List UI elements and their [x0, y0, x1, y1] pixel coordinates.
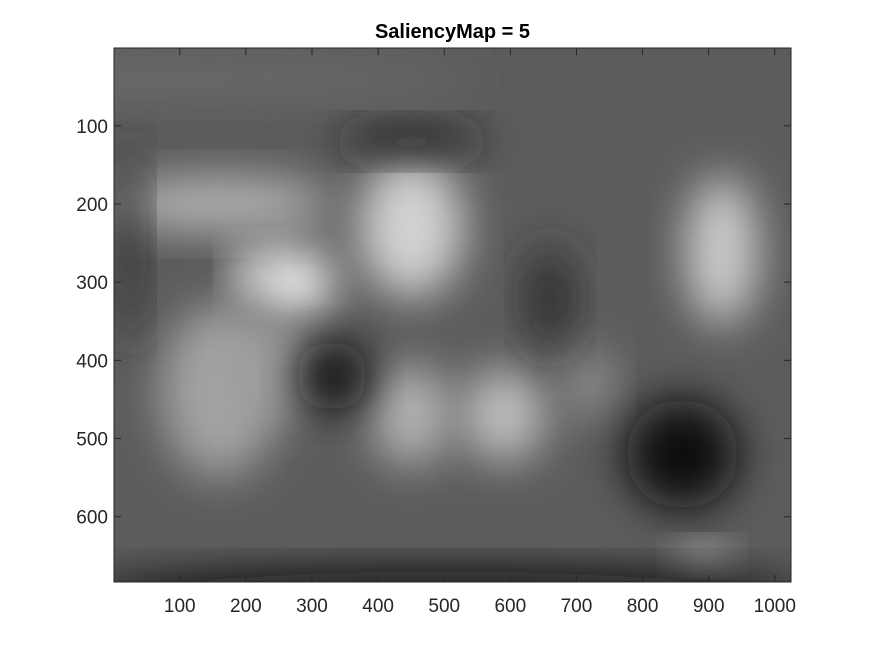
bright-region-10 [678, 544, 726, 568]
bright-region-11 [566, 348, 613, 419]
x-tick-label: 1000 [754, 596, 796, 617]
dark-region-1 [526, 246, 574, 349]
x-tick-label: 600 [494, 596, 526, 617]
axes-box [113, 47, 792, 583]
x-tick-label: 100 [164, 596, 196, 617]
bright-region-8 [460, 368, 547, 462]
heatmap-image [114, 57, 759, 582]
plot-area [113, 47, 792, 583]
x-tick-label: 900 [693, 596, 725, 617]
bright-region-0 [114, 176, 332, 232]
x-tick-label: 400 [362, 596, 394, 617]
y-tick-label: 200 [76, 195, 108, 216]
x-tick-label: 700 [561, 596, 593, 617]
x-tick-label: 200 [230, 596, 262, 617]
bright-region-3 [249, 246, 336, 318]
y-axis: 100 200 300 400 500 600 [76, 117, 791, 529]
y-tick-label: 600 [76, 508, 108, 529]
dark-region-2 [626, 399, 739, 509]
y-tick-label: 500 [76, 430, 108, 451]
y-tick-label: 300 [76, 273, 108, 294]
dark-region-4 [116, 141, 144, 345]
bright-region-9 [685, 176, 759, 326]
dark-region-0 [295, 340, 369, 412]
x-axis: 100 200 300 400 500 600 700 800 900 1000 [164, 48, 796, 617]
chart-title: SaliencyMap = 5 [375, 21, 530, 43]
y-tick-label: 400 [76, 351, 108, 372]
dark-region-5 [338, 125, 484, 158]
bright-region-2 [358, 157, 465, 298]
bright-region-6 [219, 321, 326, 416]
x-tick-label: 500 [428, 596, 460, 617]
x-tick-label: 300 [296, 596, 328, 617]
x-tick-label: 800 [627, 596, 659, 617]
bright-region-7 [371, 364, 451, 466]
bright-region-4 [232, 250, 273, 298]
y-tick-label: 100 [76, 117, 108, 138]
bright-region-1 [114, 57, 471, 101]
